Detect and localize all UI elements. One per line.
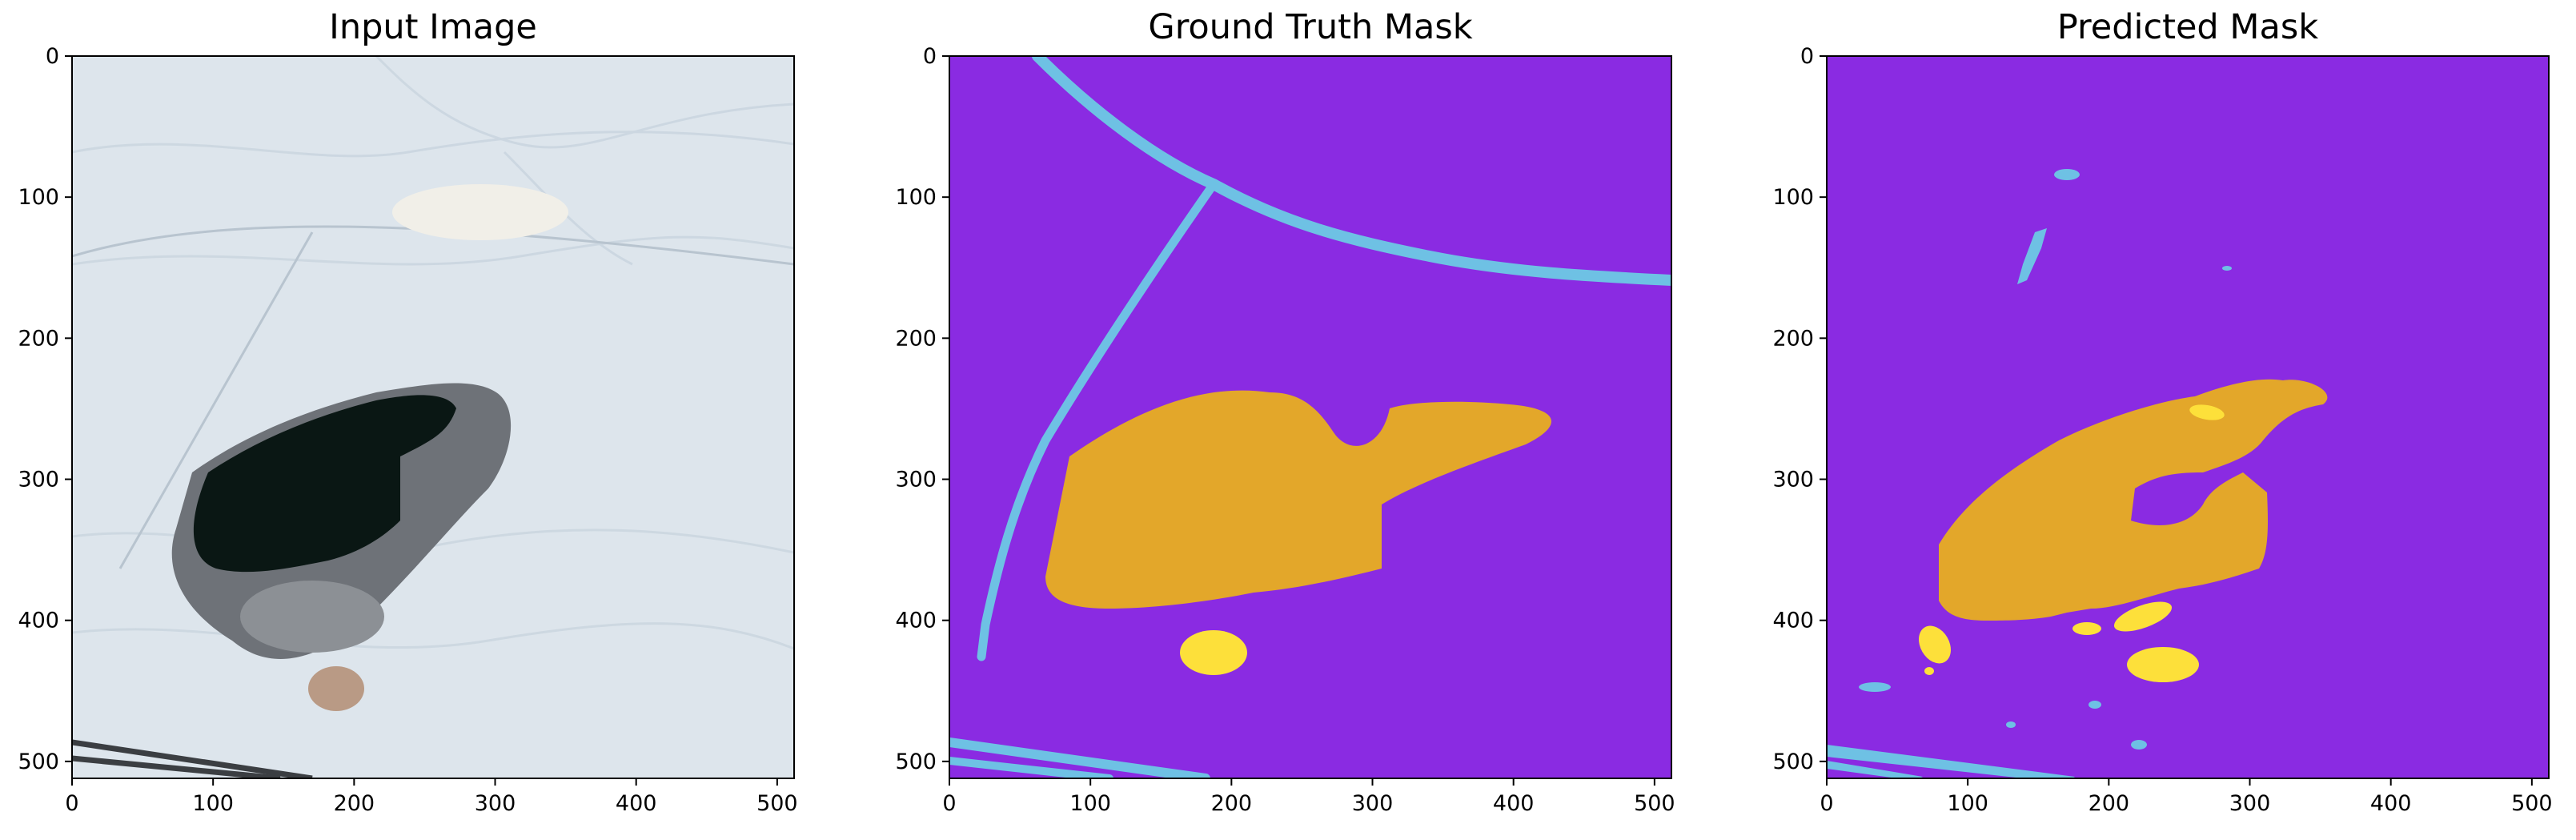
x-tick-label: 200: [334, 791, 375, 816]
y-tick-label: 500: [895, 750, 937, 774]
panel-title: Ground Truth Mask: [1148, 7, 1472, 47]
x-tick-label: 400: [1493, 791, 1535, 816]
y-axis: 0 100 200 300 400 500: [1772, 44, 1827, 774]
y-tick-label: 200: [18, 326, 59, 351]
water-body-class: [1045, 390, 1552, 609]
y-tick-label: 200: [1772, 326, 1814, 351]
y-axis: 0 100 200 300 400 500: [18, 44, 72, 774]
x-tick-label: 100: [1069, 791, 1111, 816]
panel-title: Predicted Mask: [2057, 7, 2318, 47]
x-tick-label: 100: [1947, 791, 1988, 816]
x-tick-label: 100: [192, 791, 234, 816]
y-tick-label: 300: [18, 468, 59, 492]
y-tick-label: 300: [1772, 468, 1814, 492]
predicted-mask: [1827, 56, 2549, 778]
x-tick-label: 200: [2088, 791, 2130, 816]
x-tick-label: 300: [475, 791, 516, 816]
dark-water: [193, 395, 457, 573]
panel-predicted: Predicted Mask: [1772, 7, 2552, 816]
small-pond-class: [1180, 630, 1247, 675]
rail-tracks: [72, 739, 313, 778]
road-class: [949, 56, 1671, 778]
panel-ground-truth: Ground Truth Mask 0 100 200 300 400 500 0 100 2…: [895, 7, 1675, 816]
x-tick-label: 500: [756, 791, 798, 816]
panel-input: Input Image: [18, 7, 797, 816]
x-axis: 0 100 200 300 400 500: [65, 778, 798, 816]
x-tick-label: 400: [2370, 791, 2412, 816]
x-tick-label: 500: [1634, 791, 1675, 816]
x-tick-label: 0: [1820, 791, 1833, 816]
water-body-class: [1939, 379, 2328, 621]
axes-frame: [71, 55, 795, 779]
sediment-patch: [308, 666, 364, 711]
x-axis: 0 100 200 300 400 500: [1820, 778, 2553, 816]
x-tick-label: 300: [1352, 791, 1394, 816]
panel-title: Input Image: [329, 7, 537, 47]
y-tick-label: 100: [1772, 185, 1814, 210]
y-tick-label: 400: [1772, 609, 1814, 633]
small-pond-class: [1919, 404, 2225, 682]
y-tick-label: 400: [18, 609, 59, 633]
x-axis: 0 100 200 300 400 500: [942, 778, 1675, 816]
y-tick-label: 400: [895, 609, 937, 633]
x-tick-label: 400: [616, 791, 657, 816]
y-tick-label: 300: [895, 468, 937, 492]
y-tick-label: 0: [923, 44, 937, 69]
ground-truth-mask: [949, 56, 1671, 778]
y-tick-label: 0: [46, 44, 59, 69]
input-image: [72, 56, 794, 778]
y-tick-label: 0: [1800, 44, 1814, 69]
faint-tracks: [72, 225, 794, 569]
x-tick-label: 200: [1211, 791, 1253, 816]
y-tick-label: 500: [18, 750, 59, 774]
y-tick-label: 100: [895, 185, 937, 210]
y-axis: 0 100 200 300 400 500: [895, 44, 949, 774]
x-tick-label: 0: [65, 791, 78, 816]
axes-frame: [1826, 55, 2550, 779]
y-tick-label: 500: [1772, 750, 1814, 774]
y-tick-label: 200: [895, 326, 937, 351]
axes-frame: [949, 55, 1672, 779]
x-tick-label: 500: [2511, 791, 2553, 816]
x-tick-label: 300: [2229, 791, 2271, 816]
bright-patch: [392, 184, 568, 240]
x-tick-label: 0: [942, 791, 956, 816]
rock-edge: [240, 581, 384, 653]
y-tick-label: 100: [18, 185, 59, 210]
